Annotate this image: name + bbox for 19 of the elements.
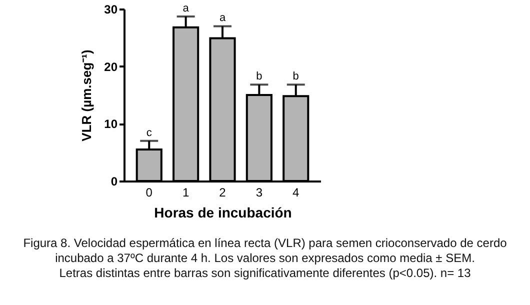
- annotation: c: [146, 126, 152, 139]
- annotation: a: [182, 2, 190, 14]
- text: Letras distintas entre barras son significativamente diferentes (p<0.05). n= 13: [58, 266, 472, 281]
- x-axis-title: Horas de incubación: [154, 204, 292, 220]
- text: incubado a 37ºC durante 4 h. Los valores son expresados como media ± SEM.: [54, 251, 476, 266]
- y-tick-label: 20: [104, 60, 118, 74]
- x-tick-label: 4: [292, 186, 300, 200]
- y-tick-label: 10: [104, 117, 118, 132]
- annotation: b: [292, 70, 299, 83]
- y-axis-title: VLR (µm.seg⁻¹): [79, 50, 94, 142]
- text: Figura 8. Velocidad espermática en línea recta (VLR) para semen crioconservado de cerdo: [22, 236, 508, 251]
- x-tick-label: 2: [219, 186, 226, 200]
- y-tick-label: 0: [110, 174, 118, 188]
- annotation: a: [219, 12, 226, 24]
- y-tick-label: 30: [104, 2, 118, 16]
- x-tick-label: 3: [256, 186, 263, 200]
- annotation: b: [256, 70, 262, 83]
- x-tick-label: 0: [146, 186, 153, 200]
- x-tick-label: 1: [182, 186, 190, 200]
